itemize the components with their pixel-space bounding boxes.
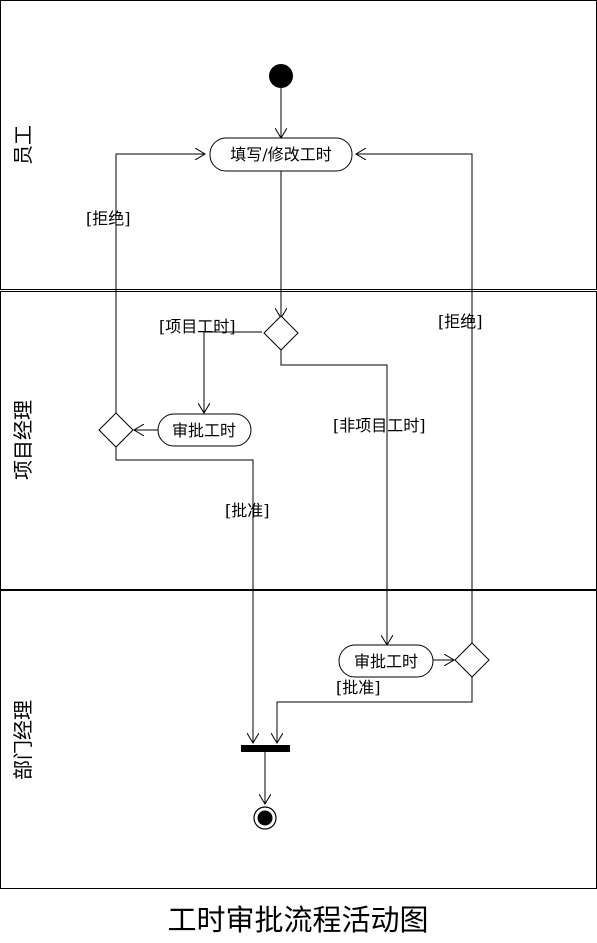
join-bar bbox=[241, 745, 290, 752]
lane-label-employee: 员工 bbox=[11, 125, 35, 165]
guard-approve-pm: [批准] bbox=[225, 501, 270, 520]
lane-department-manager bbox=[0, 590, 597, 889]
diagram-caption: 工时审批流程活动图 bbox=[167, 903, 428, 937]
guard-approve-dm: [批准] bbox=[336, 678, 381, 697]
activity-dm-approve bbox=[338, 644, 434, 678]
activity-pm-approve bbox=[157, 413, 252, 447]
decision-dm-result bbox=[454, 642, 490, 678]
lane-project-manager bbox=[0, 291, 597, 590]
lane-label-department-manager: 部门经理 bbox=[11, 700, 35, 780]
guard-non-project-hours: [非项目工时] bbox=[333, 416, 426, 435]
activity-fill-modify bbox=[209, 137, 353, 172]
guard-reject-pm: [拒绝] bbox=[86, 209, 131, 228]
decision-hours-type bbox=[263, 315, 299, 351]
activity-pm-approve-label: 审批工时 bbox=[172, 421, 236, 440]
edge-dm-reject bbox=[356, 154, 473, 643]
guard-reject-dm: [拒绝] bbox=[438, 312, 483, 331]
decision-pm-result bbox=[98, 412, 134, 448]
edge-dm-approve-to-join bbox=[277, 677, 473, 743]
swimlanes bbox=[0, 0, 597, 889]
edge-pm-reject bbox=[115, 154, 205, 414]
activity-fill-modify-label: 填写/修改工时 bbox=[230, 145, 331, 164]
final-node-inner bbox=[257, 810, 273, 826]
lane-label-project-manager: 项目经理 bbox=[11, 400, 35, 480]
initial-node bbox=[269, 64, 293, 88]
edge-non-project-hours bbox=[280, 350, 387, 645]
guard-project-hours: [项目工时] bbox=[159, 317, 236, 336]
activity-dm-approve-label: 审批工时 bbox=[354, 652, 418, 671]
edge-pm-approve-to-join bbox=[115, 446, 253, 743]
edge-project-hours bbox=[204, 331, 262, 413]
